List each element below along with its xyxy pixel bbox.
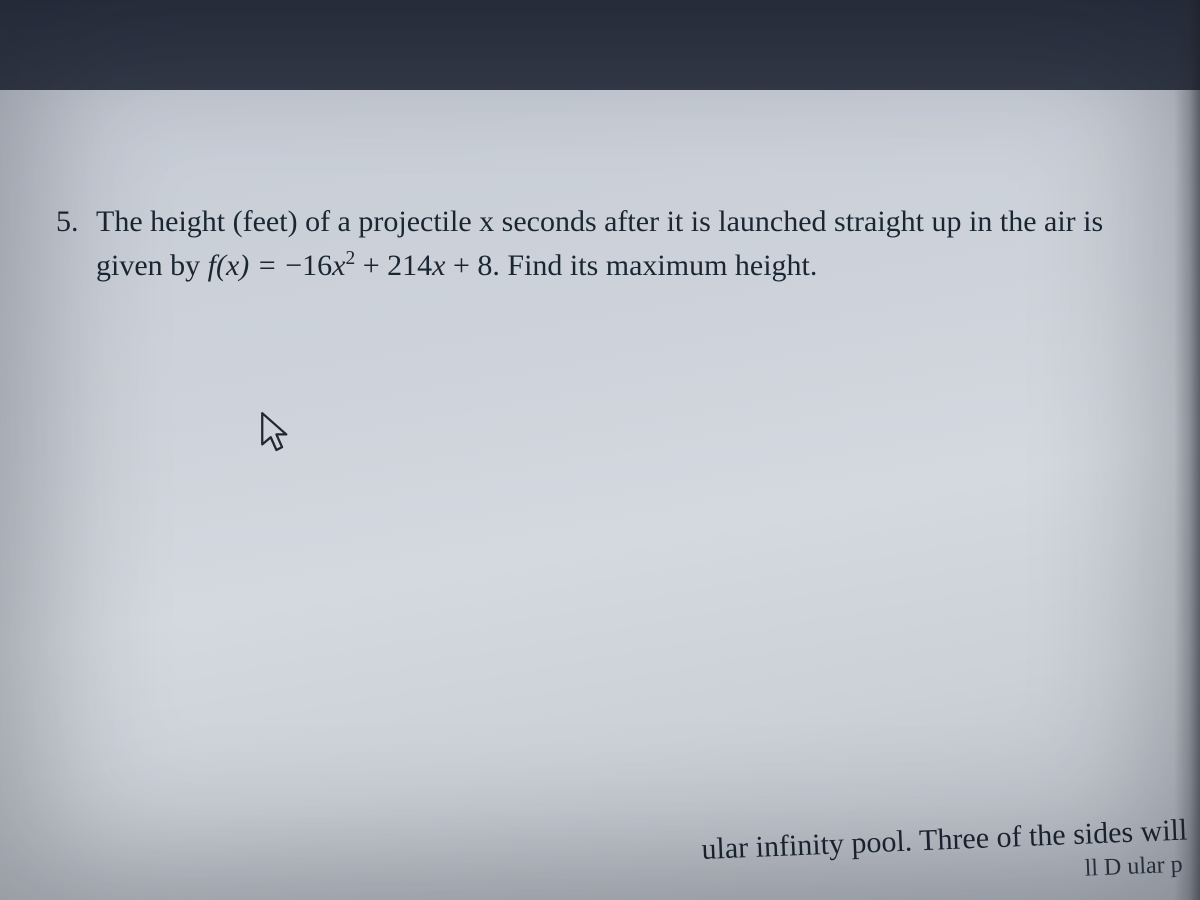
equals-sign: =: [249, 249, 285, 282]
term-x2: x: [432, 249, 445, 282]
term-neg16: −16: [285, 249, 332, 282]
problem-number: 5.: [56, 200, 96, 244]
screen-top-bezel: [0, 0, 1200, 90]
problem-line-1: 5.The height (feet) of a projectile x se…: [56, 200, 1156, 244]
problem-line2-prefix: given by: [96, 249, 208, 282]
term-exponent-2: 2: [345, 248, 355, 269]
document-page: 5.The height (feet) of a projectile x se…: [0, 90, 1200, 900]
fx-lhs: f(x): [208, 249, 250, 282]
problem-line2-suffix: Find its maximum height.: [500, 249, 818, 282]
screen-right-edge-shadow: [1174, 0, 1200, 900]
term-x1: x: [332, 249, 345, 282]
problem-5: 5.The height (feet) of a projectile x se…: [56, 200, 1156, 287]
term-plus-214: + 214: [355, 249, 432, 282]
term-plus-8: + 8.: [445, 249, 499, 282]
problem-text-line1: The height (feet) of a projectile x seco…: [96, 205, 1103, 238]
cursor-arrow-icon: [258, 410, 292, 456]
problem-line-2: given by f(x) = −16x2 + 214x + 8. Find i…: [56, 244, 1156, 288]
